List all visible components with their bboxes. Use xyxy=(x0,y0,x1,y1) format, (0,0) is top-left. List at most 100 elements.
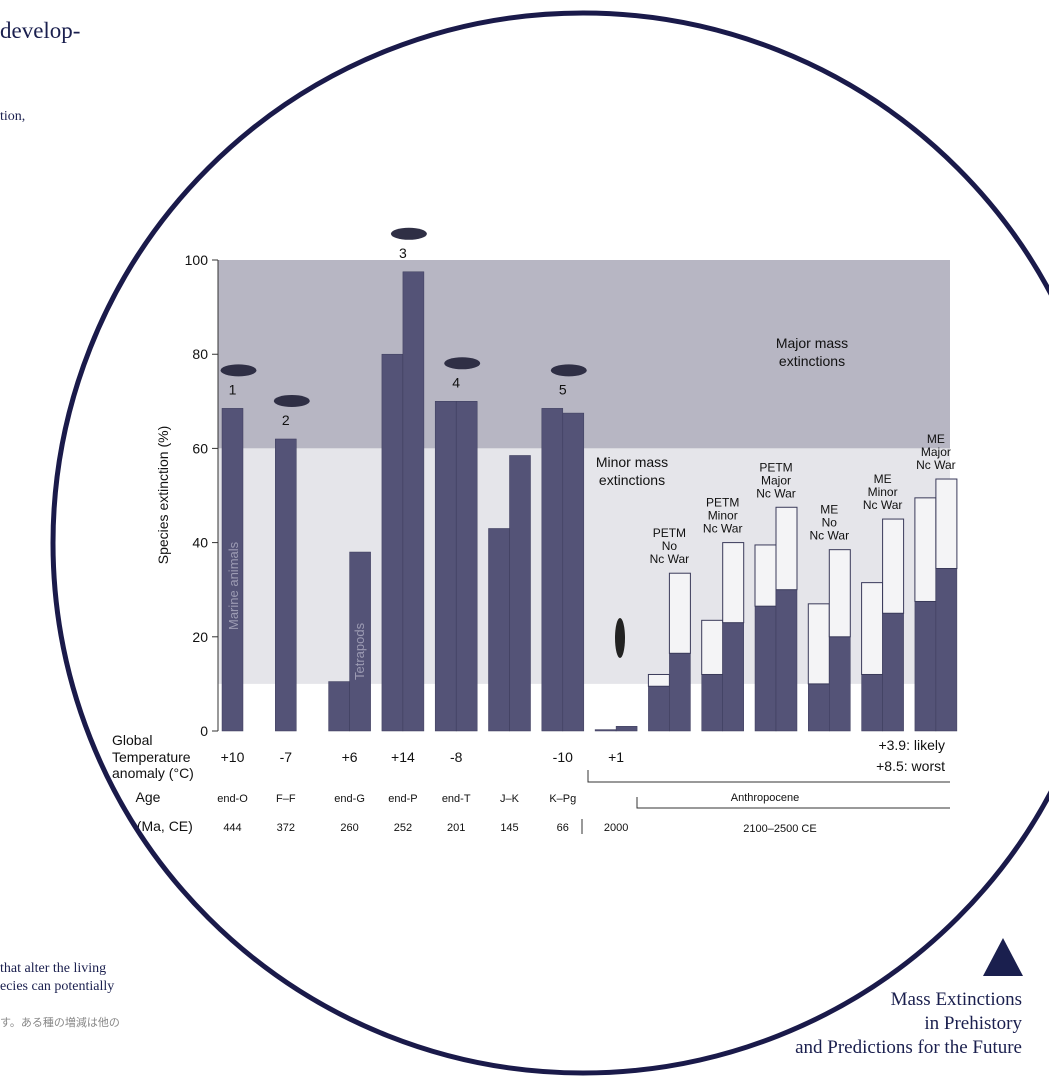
y-tick-label: 40 xyxy=(192,535,208,551)
age-label: F–F xyxy=(276,793,296,805)
bar-segment xyxy=(775,506,798,591)
scenario-label: Nc War xyxy=(863,498,903,512)
scenario-label: Nc War xyxy=(756,486,796,500)
y-tick-label: 0 xyxy=(200,723,208,739)
bar xyxy=(402,271,425,732)
temperature-label: +10 xyxy=(221,749,245,765)
bar-segment xyxy=(722,542,745,624)
age-label: end-O xyxy=(217,793,248,805)
bar xyxy=(275,438,297,732)
zone-label: Major mass xyxy=(776,335,848,351)
caption: and Predictions for the Future xyxy=(795,1037,1022,1058)
temperature-label: -10 xyxy=(553,749,573,765)
scenario-label: Nc War xyxy=(916,458,956,472)
bottom-text: ecies can potentially xyxy=(0,979,114,994)
scenario-label: Major xyxy=(761,473,791,487)
row-label: Global xyxy=(112,732,152,748)
animal-icon xyxy=(550,364,587,377)
bar-segment xyxy=(647,673,670,687)
future-temperature: +3.9: likely xyxy=(878,737,945,753)
bar-segment xyxy=(754,544,777,607)
bracket xyxy=(636,797,950,809)
bar xyxy=(914,601,937,732)
triangle-icon xyxy=(983,938,1023,976)
y-tick-label: 60 xyxy=(192,440,208,456)
bar xyxy=(754,605,777,732)
scenario-label: Major xyxy=(921,445,951,459)
marker-number: 2 xyxy=(282,412,290,428)
bar-segment xyxy=(828,549,851,638)
top-text: tion, xyxy=(0,109,25,124)
animal-icon xyxy=(220,364,257,377)
scenario-label: Nc War xyxy=(810,529,850,543)
bar-segment xyxy=(668,572,691,654)
bar xyxy=(935,568,958,732)
scenario-label: Minor xyxy=(708,509,738,523)
bar xyxy=(509,455,531,732)
scenario-label: Nc War xyxy=(650,552,690,566)
marker-number: 4 xyxy=(452,374,460,390)
bar xyxy=(829,636,851,732)
bar xyxy=(722,622,744,732)
bracket xyxy=(587,770,950,783)
bar-annotation: Marine animals xyxy=(226,541,241,630)
age-label: K–Pg xyxy=(549,793,576,805)
scenario-label: Nc War xyxy=(703,522,743,536)
y-tick-label: 80 xyxy=(192,346,208,362)
future-temperature: +8.5: worst xyxy=(876,758,945,774)
age-value: 201 xyxy=(447,822,465,834)
bar xyxy=(221,408,244,732)
y-tick-label: 20 xyxy=(192,629,208,645)
animal-icon xyxy=(390,227,427,240)
bar xyxy=(328,681,350,732)
circle-frame xyxy=(50,10,1049,1076)
zone-label: Minor mass xyxy=(596,454,668,470)
bar xyxy=(434,401,457,732)
bar xyxy=(562,412,585,732)
temperature-label: +14 xyxy=(391,749,415,765)
temperature-label: +1 xyxy=(608,749,624,765)
animal-icon xyxy=(444,357,481,370)
bar-segment xyxy=(861,582,884,675)
bar xyxy=(808,683,830,732)
bar xyxy=(615,726,638,732)
temperature-label: -7 xyxy=(280,749,293,765)
bar-segment xyxy=(701,619,724,675)
top-text: develop- xyxy=(0,18,80,43)
age-label: end-G xyxy=(334,793,365,805)
bar xyxy=(541,408,564,732)
marker-number: 1 xyxy=(229,381,237,397)
age-value: 260 xyxy=(340,822,358,834)
scenario-label: PETM xyxy=(653,526,686,540)
bar-segment xyxy=(882,518,905,614)
marker-number: 3 xyxy=(399,245,407,261)
age-value: 252 xyxy=(394,822,412,834)
bar xyxy=(594,729,617,732)
temperature-label: -8 xyxy=(450,749,463,765)
human-icon xyxy=(615,618,625,658)
bottom-text: that alter the living xyxy=(0,961,106,976)
bar-annotation: Tetrapods xyxy=(352,622,367,680)
age-label: J–K xyxy=(500,793,520,805)
zone-label: extinctions xyxy=(779,353,845,369)
scenario-label: ME xyxy=(927,432,945,446)
scenario-label: ME xyxy=(874,472,892,486)
age-value: 145 xyxy=(500,822,518,834)
row-label: Temperature xyxy=(112,749,191,765)
scenario-label: ME xyxy=(820,503,838,517)
bar xyxy=(455,401,478,732)
scenario-label: PETM xyxy=(759,460,792,474)
bar xyxy=(381,353,404,732)
scenario-label: No xyxy=(822,516,838,530)
age-value: 2000 xyxy=(604,822,628,834)
scenario-label: Minor xyxy=(868,485,898,499)
row-label: Age (Ma, CE) xyxy=(108,818,193,834)
age-value: 444 xyxy=(223,822,241,834)
scenario-label: No xyxy=(662,539,678,553)
age-value: 66 xyxy=(557,822,569,834)
y-tick-label: 100 xyxy=(185,252,209,268)
caption: Mass Extinctions xyxy=(891,989,1022,1010)
caption: in Prehistory xyxy=(924,1013,1022,1034)
